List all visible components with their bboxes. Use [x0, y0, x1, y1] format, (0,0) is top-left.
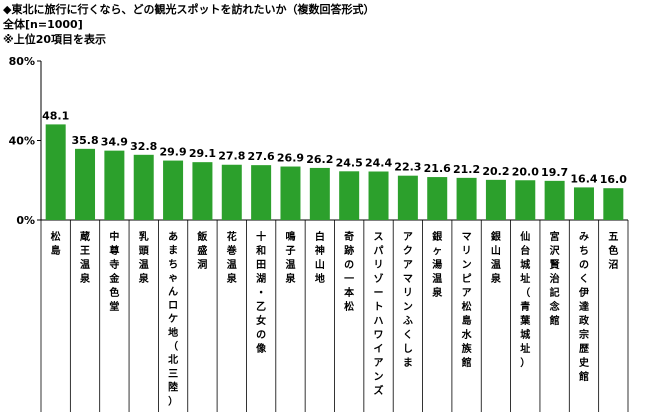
- data-label: 27.6: [248, 150, 275, 163]
- category-label: 銀ヶ湯温泉: [431, 230, 443, 299]
- category-label: 十和田湖・乙女の像: [255, 230, 267, 355]
- chart-title: ◆東北に旅行に行くなら、どの観光スポットを訪れたいか（複数回答形式）: [3, 3, 375, 16]
- data-label: 20.0: [512, 165, 539, 178]
- category-label: 奇跡の一本松: [344, 230, 355, 313]
- bar: [573, 187, 594, 220]
- chart-subtitle: 全体[n=1000]: [3, 18, 83, 31]
- data-label: 35.8: [71, 134, 98, 147]
- data-label: 24.4: [365, 157, 392, 170]
- bar: [544, 180, 565, 220]
- data-label: 20.2: [482, 165, 509, 178]
- category-label: 鳴子温泉: [284, 230, 296, 285]
- category-label: 中尊寺金色堂: [108, 230, 120, 313]
- bar: [397, 175, 418, 220]
- data-label: 32.8: [130, 140, 157, 153]
- y-tick-label: 0%: [16, 214, 35, 227]
- category-label: 松島: [51, 230, 61, 257]
- data-label: 21.6: [424, 162, 451, 175]
- chart-note: ※上位20項目を表示: [3, 33, 107, 46]
- data-label: 26.2: [306, 153, 333, 166]
- category-label: 乳頭温泉: [138, 230, 150, 285]
- category-label: 花巻温泉: [226, 230, 238, 285]
- bar: [251, 165, 272, 220]
- data-label: 29.1: [189, 147, 216, 160]
- category-label: マリンピア松島水族館: [461, 232, 473, 369]
- bar: [280, 166, 301, 220]
- bar: [75, 148, 96, 220]
- data-label: 22.3: [394, 161, 421, 174]
- category-label: スパリゾートハワイアンズ: [374, 231, 384, 397]
- bar: [485, 179, 506, 220]
- chart-header: ◆東北に旅行に行くなら、どの観光スポットを訪れたいか（複数回答形式） 全体[n=…: [3, 2, 374, 47]
- category-label: みちのく伊達政宗歴史館: [578, 231, 590, 383]
- y-tick-label: 80%: [9, 55, 35, 68]
- data-label: 34.9: [101, 136, 128, 149]
- category-label: アクアマリンふくしま: [403, 231, 413, 369]
- category-label: 白神山地: [315, 230, 325, 285]
- bar: [45, 124, 66, 220]
- data-label: 21.2: [453, 163, 480, 176]
- bar: [368, 171, 389, 220]
- category-label: 五色沼: [608, 231, 618, 271]
- data-label: 16.4: [570, 172, 597, 185]
- data-label: 27.8: [218, 150, 245, 163]
- category-label: 蔵王温泉: [79, 230, 91, 285]
- bar: [221, 164, 242, 220]
- bar: [427, 177, 448, 220]
- bar: [133, 154, 154, 220]
- bar: [163, 160, 184, 220]
- bar: [309, 167, 330, 220]
- bar: [603, 188, 624, 220]
- bar: [456, 177, 477, 220]
- bar: [192, 162, 213, 220]
- category-label: あまちゃんロケ地（北三陸）: [168, 230, 178, 407]
- category-label: 仙台城址（青葉城址）: [519, 230, 531, 369]
- bar: [104, 150, 125, 220]
- category-label: 飯盛洞: [196, 230, 207, 271]
- bar: [339, 171, 360, 220]
- category-label: 銀山温泉: [490, 230, 502, 285]
- data-label: 48.1: [42, 109, 69, 122]
- data-label: 26.9: [277, 152, 304, 165]
- data-label: 19.7: [541, 166, 568, 179]
- data-label: 29.9: [160, 146, 187, 159]
- data-label: 16.0: [600, 173, 627, 186]
- bar: [515, 180, 536, 220]
- y-tick-label: 40%: [9, 135, 35, 148]
- category-label: 宮沢賢治記念館: [549, 230, 561, 327]
- data-label: 24.5: [336, 156, 363, 169]
